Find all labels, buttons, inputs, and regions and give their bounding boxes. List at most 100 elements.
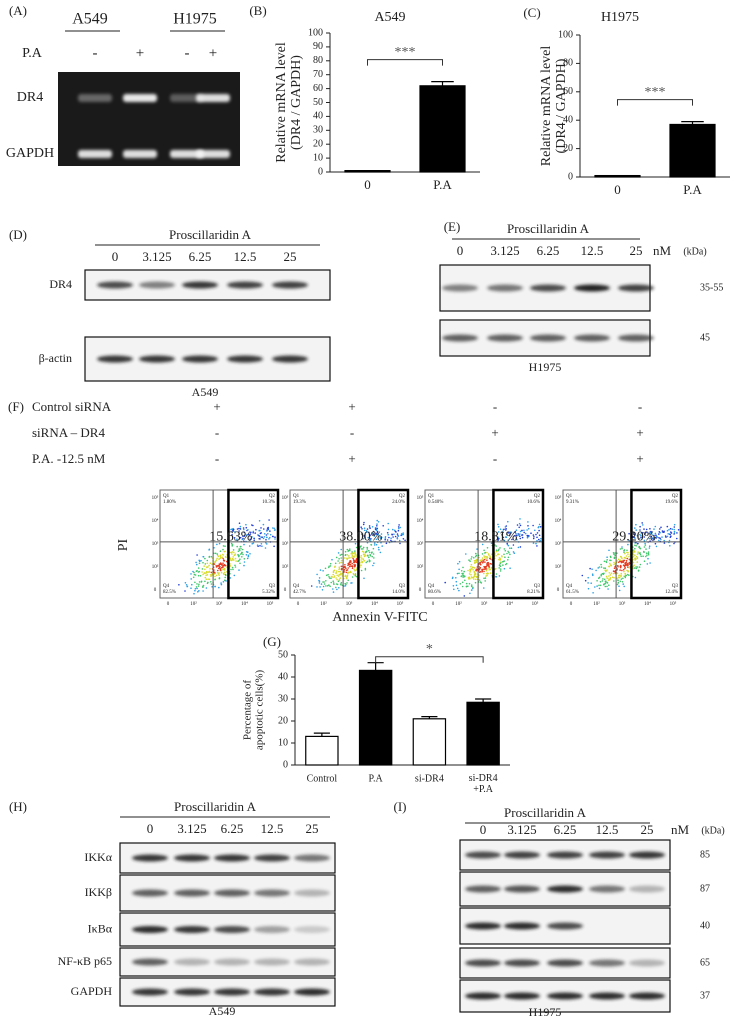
event-dot <box>619 559 621 561</box>
event-dot <box>649 528 651 530</box>
event-dot <box>474 573 477 576</box>
event-dot <box>245 523 247 526</box>
event-dot <box>505 529 507 531</box>
event-dot <box>346 569 349 571</box>
blot-band <box>547 922 583 930</box>
event-dot <box>377 521 380 523</box>
event-dot <box>385 542 388 545</box>
event-dot <box>192 570 194 573</box>
event-dot <box>673 528 675 531</box>
event-dot <box>484 556 486 558</box>
event-dot <box>505 536 508 538</box>
event-dot <box>519 535 521 538</box>
event-dot <box>509 567 511 569</box>
x-tick-label: si-DR4 <box>415 773 444 784</box>
event-dot <box>249 538 251 541</box>
event-dot <box>193 573 196 576</box>
event-dot <box>355 569 357 571</box>
event-dot <box>670 532 673 534</box>
event-dot <box>481 569 484 571</box>
event-dot <box>620 574 622 576</box>
event-dot <box>232 559 235 561</box>
event-dot <box>474 581 477 584</box>
event-dot <box>373 535 376 537</box>
event-dot <box>368 531 370 534</box>
event-dot <box>386 532 389 534</box>
event-dot <box>623 551 625 553</box>
event-dot <box>190 587 192 589</box>
y-tick-label: 10² <box>555 564 562 570</box>
event-dot <box>638 546 640 548</box>
event-dot <box>336 570 338 572</box>
blot-band <box>442 334 478 342</box>
event-dot <box>606 569 608 571</box>
x-tick-label: 10² <box>320 601 327 607</box>
event-dot <box>246 557 249 560</box>
event-dot <box>676 532 678 534</box>
event-dot <box>328 576 330 578</box>
event-dot <box>606 559 608 561</box>
event-dot <box>640 534 642 537</box>
event-dot <box>347 571 350 574</box>
event-dot <box>348 555 350 557</box>
quadrant-name: Q1 <box>566 494 573 499</box>
event-dot <box>640 555 642 558</box>
x-tick-label: 10⁴ <box>241 601 248 607</box>
quadrant-name: Q2 <box>399 494 406 499</box>
event-dot <box>643 536 646 538</box>
event-dot <box>268 538 270 540</box>
event-dot <box>351 556 353 558</box>
event-dot <box>673 542 675 545</box>
x-tick-label: 10⁴ <box>644 601 651 607</box>
event-dot <box>337 580 340 583</box>
event-dot <box>200 559 202 562</box>
event-dot <box>266 543 268 545</box>
event-dot <box>260 527 262 529</box>
event-dot <box>217 569 219 572</box>
event-dot <box>495 575 497 578</box>
event-dot <box>239 528 242 530</box>
event-dot <box>400 533 403 535</box>
blot-band <box>530 284 566 292</box>
bar <box>669 123 716 178</box>
event-dot <box>328 577 331 579</box>
event-dot <box>219 555 222 557</box>
event-dot <box>378 548 380 551</box>
event-dot <box>618 589 621 592</box>
event-dot <box>387 528 390 531</box>
event-dot <box>668 528 670 531</box>
bar <box>358 669 393 766</box>
event-dot <box>605 575 608 578</box>
event-dot <box>635 529 637 531</box>
event-dot <box>502 536 505 539</box>
event-dot <box>490 542 493 544</box>
event-dot <box>222 557 224 560</box>
band-label: β-actin <box>39 351 72 365</box>
event-dot <box>207 571 209 573</box>
y-tick-label: 0 <box>283 759 288 770</box>
event-dot <box>394 535 397 538</box>
error-bar <box>431 81 454 86</box>
treatment-title: Proscillaridin A <box>169 227 252 242</box>
event-dot <box>535 542 537 545</box>
dose-label: 3.125 <box>507 822 536 837</box>
bar <box>466 701 500 766</box>
event-dot <box>613 580 615 582</box>
blot-band <box>504 885 540 893</box>
event-dot <box>363 577 365 580</box>
event-dot <box>488 567 490 569</box>
event-dot <box>521 529 523 532</box>
gel-band <box>123 150 157 158</box>
event-dot <box>243 528 245 531</box>
condition-sign: - <box>493 451 497 466</box>
event-dot <box>624 572 626 575</box>
event-dot <box>636 561 639 563</box>
event-dot <box>204 563 207 565</box>
treatment-title: Proscillaridin A <box>174 799 257 814</box>
event-dot <box>645 548 647 550</box>
event-dot <box>234 566 237 568</box>
band-label: DR4 <box>49 277 72 291</box>
event-dot <box>498 558 500 561</box>
dose-label: 6.25 <box>189 249 212 264</box>
event-dot <box>456 587 459 590</box>
